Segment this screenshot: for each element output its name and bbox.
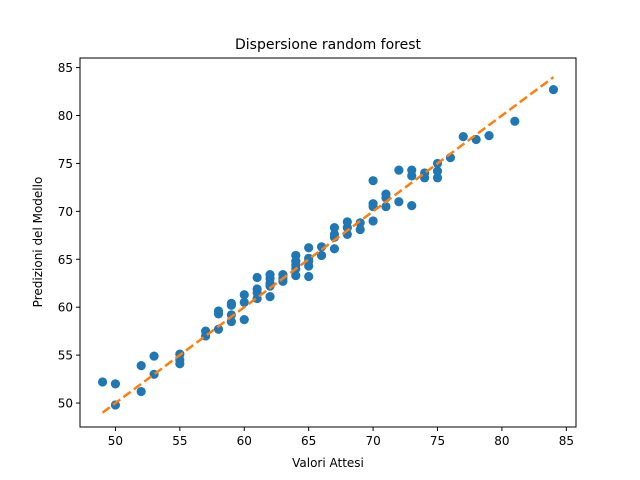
x-tick-label: 55 xyxy=(172,434,187,448)
x-tick-label: 80 xyxy=(494,434,509,448)
scatter-point xyxy=(136,386,146,397)
scatter-point xyxy=(432,173,443,183)
scatter-point xyxy=(265,270,275,280)
scatter-point xyxy=(381,189,391,199)
scatter-point xyxy=(304,243,314,253)
scatter-point xyxy=(304,271,314,282)
y-tick-label: 80 xyxy=(58,109,73,123)
scatter-point xyxy=(265,292,275,302)
scatter-point xyxy=(239,290,249,300)
y-tick-label: 65 xyxy=(58,253,73,267)
scatter-point xyxy=(316,250,327,261)
x-tick-label: 50 xyxy=(108,434,123,448)
x-tick-label: 75 xyxy=(430,434,445,448)
scatter-point xyxy=(329,223,340,233)
scatter-point xyxy=(291,270,301,281)
scatter-point xyxy=(432,166,443,176)
scatter-point xyxy=(252,272,262,283)
scatter-point xyxy=(136,361,146,371)
scatter-point xyxy=(368,216,378,226)
scatter-point xyxy=(252,284,262,294)
scatter-point xyxy=(226,298,236,308)
scatter-point xyxy=(239,315,249,325)
scatter-point xyxy=(368,176,378,186)
reference-line xyxy=(101,76,555,414)
scatter-point xyxy=(213,306,224,316)
scatter-point xyxy=(394,197,404,207)
scatter-point xyxy=(97,377,108,387)
y-tick-label: 50 xyxy=(58,397,73,411)
scatter-point xyxy=(329,244,340,254)
scatter-point xyxy=(329,229,340,239)
scatter-point xyxy=(407,165,417,175)
y-tick-label: 60 xyxy=(58,301,73,315)
x-tick-label: 65 xyxy=(301,434,316,448)
scatter-point xyxy=(381,201,391,212)
plot-area xyxy=(97,76,559,414)
scatter-point xyxy=(110,379,121,389)
plot-frame xyxy=(79,57,577,428)
scatter-point xyxy=(458,131,468,142)
y-tick-label: 55 xyxy=(58,349,73,363)
scatter-point xyxy=(355,224,365,235)
scatter-point xyxy=(484,131,494,141)
scatter-point xyxy=(548,85,559,95)
scatter-point xyxy=(239,297,249,307)
scatter-point xyxy=(291,250,301,261)
x-tick-label: 70 xyxy=(365,434,380,448)
scatter-point xyxy=(342,217,352,227)
x-tick-label: 85 xyxy=(559,434,574,448)
scatter-point xyxy=(213,324,224,334)
y-tick-label: 85 xyxy=(58,61,73,75)
scatter-point xyxy=(368,199,378,209)
y-tick-label: 75 xyxy=(58,157,73,171)
scatter-point xyxy=(175,359,185,369)
chart-title: Dispersione random forest xyxy=(235,37,422,53)
y-tick-label: 70 xyxy=(58,205,73,219)
scatter-point xyxy=(149,351,159,361)
x-tick-label: 60 xyxy=(237,434,252,448)
scatter-point xyxy=(394,165,404,175)
axes: 50 55 60 65 70 75 80 85 50 55 60 65 70 75 80 85 xyxy=(58,57,577,448)
scatter-point xyxy=(407,201,417,211)
y-axis-title: Predizioni del Modello xyxy=(31,177,45,308)
scatter-point xyxy=(510,116,520,126)
x-axis-title: Valori Attesi xyxy=(292,456,364,470)
scatter-point xyxy=(355,218,365,228)
